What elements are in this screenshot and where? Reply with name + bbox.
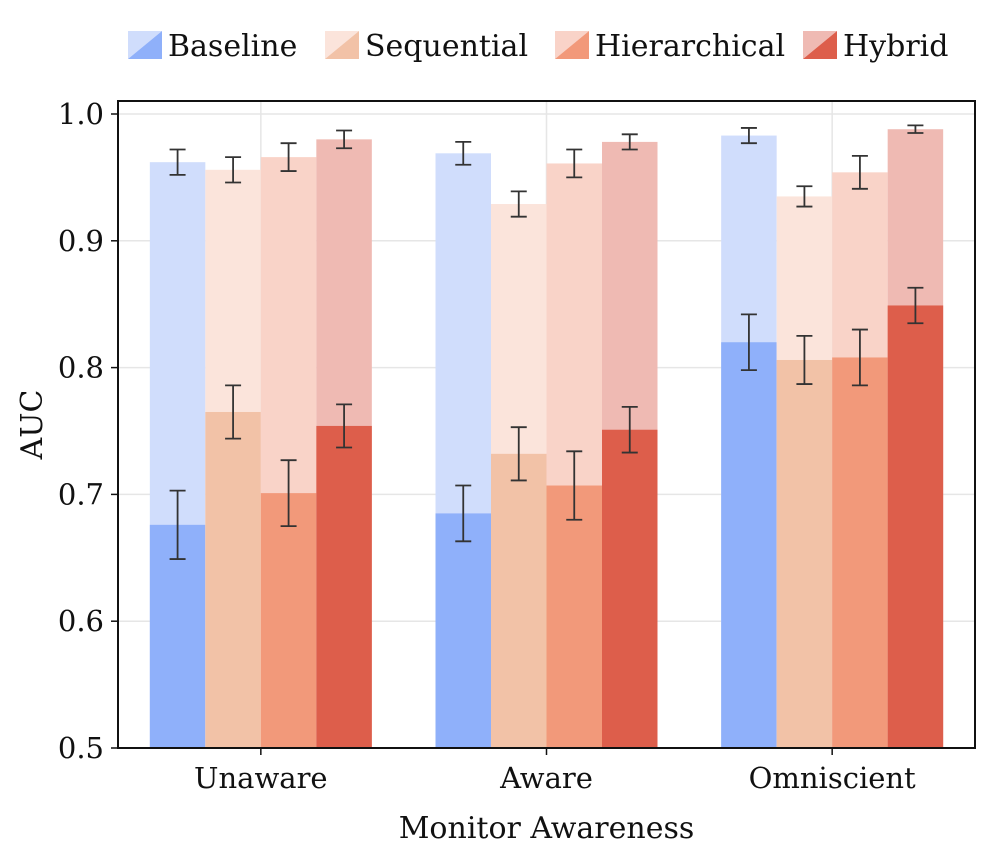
error-bar-lower xyxy=(225,384,242,440)
bar-baseline xyxy=(435,513,491,748)
error-bar-upper xyxy=(336,129,353,150)
bar-sequential xyxy=(205,411,261,748)
bar-hybrid xyxy=(602,429,658,748)
error-bar-lower xyxy=(336,403,353,449)
x-axis-title: Monitor Awareness xyxy=(399,811,695,846)
legend-item-baseline: Baseline xyxy=(128,29,297,64)
legend-swatch-dark xyxy=(325,31,359,59)
legend-item-hybrid: Hybrid xyxy=(803,29,948,64)
x-tick-label: Aware xyxy=(499,761,593,795)
legend-label: Hierarchical xyxy=(595,29,785,64)
y-axis-title: AUC xyxy=(15,390,50,461)
y-tick-label: 0.9 xyxy=(58,224,104,258)
bar-layer xyxy=(149,129,944,749)
x-axis-ticks: Unaware Aware Omniscient xyxy=(194,748,916,795)
bar-baseline xyxy=(721,342,777,748)
y-axis-ticks: 0.5 0.6 0.7 0.8 0.9 1.0 xyxy=(58,97,118,765)
y-tick-label: 0.7 xyxy=(58,477,104,511)
bar-hybrid xyxy=(887,305,944,748)
error-bar-upper xyxy=(740,127,757,145)
error-bar-upper xyxy=(621,133,638,151)
x-tick-label: Omniscient xyxy=(749,761,916,795)
legend-swatch-dark xyxy=(555,31,589,59)
legend-label: Baseline xyxy=(168,29,297,64)
bar-hierarchical xyxy=(260,493,317,748)
legend-label: Sequential xyxy=(365,29,528,64)
error-bar-upper xyxy=(455,140,472,166)
x-tick-label: Unaware xyxy=(194,761,328,795)
bar-baseline xyxy=(149,524,206,748)
bar-hierarchical xyxy=(832,357,888,748)
error-bar-lower xyxy=(621,406,638,454)
error-bar-upper xyxy=(169,148,186,176)
y-tick-label: 0.5 xyxy=(58,731,104,765)
error-bar-lower xyxy=(740,313,757,372)
error-bar-lower xyxy=(510,426,527,482)
y-tick-label: 1.0 xyxy=(58,97,104,131)
bar-sequential xyxy=(491,453,547,748)
y-tick-label: 0.6 xyxy=(58,604,104,638)
error-bar-lower xyxy=(455,484,472,543)
error-bar-lower xyxy=(566,450,583,521)
error-bar-layer xyxy=(169,124,924,560)
legend: Baseline Sequential Hierarchical Hybrid xyxy=(128,29,948,64)
bar-sequential xyxy=(776,359,833,748)
error-bar-upper xyxy=(280,142,297,172)
error-bar-lower xyxy=(907,286,924,325)
bar-hybrid xyxy=(316,425,372,748)
error-bar-lower xyxy=(280,459,297,527)
error-bar-lower xyxy=(169,489,186,560)
legend-item-hierarchical: Hierarchical xyxy=(555,29,785,64)
legend-item-sequential: Sequential xyxy=(325,29,528,64)
bar-hierarchical xyxy=(546,485,602,748)
legend-swatch-dark xyxy=(128,31,162,59)
y-tick-label: 0.8 xyxy=(58,351,104,385)
error-bar-upper xyxy=(225,156,242,184)
error-bar-lower xyxy=(796,334,813,385)
error-bar-lower xyxy=(851,328,868,387)
legend-label: Hybrid xyxy=(843,29,948,64)
legend-swatch-dark xyxy=(803,31,837,59)
error-bar-upper xyxy=(566,148,583,179)
error-bar-upper xyxy=(510,190,527,218)
error-bar-upper xyxy=(907,124,924,134)
error-bar-upper xyxy=(851,154,868,190)
error-bar-upper xyxy=(796,185,813,208)
